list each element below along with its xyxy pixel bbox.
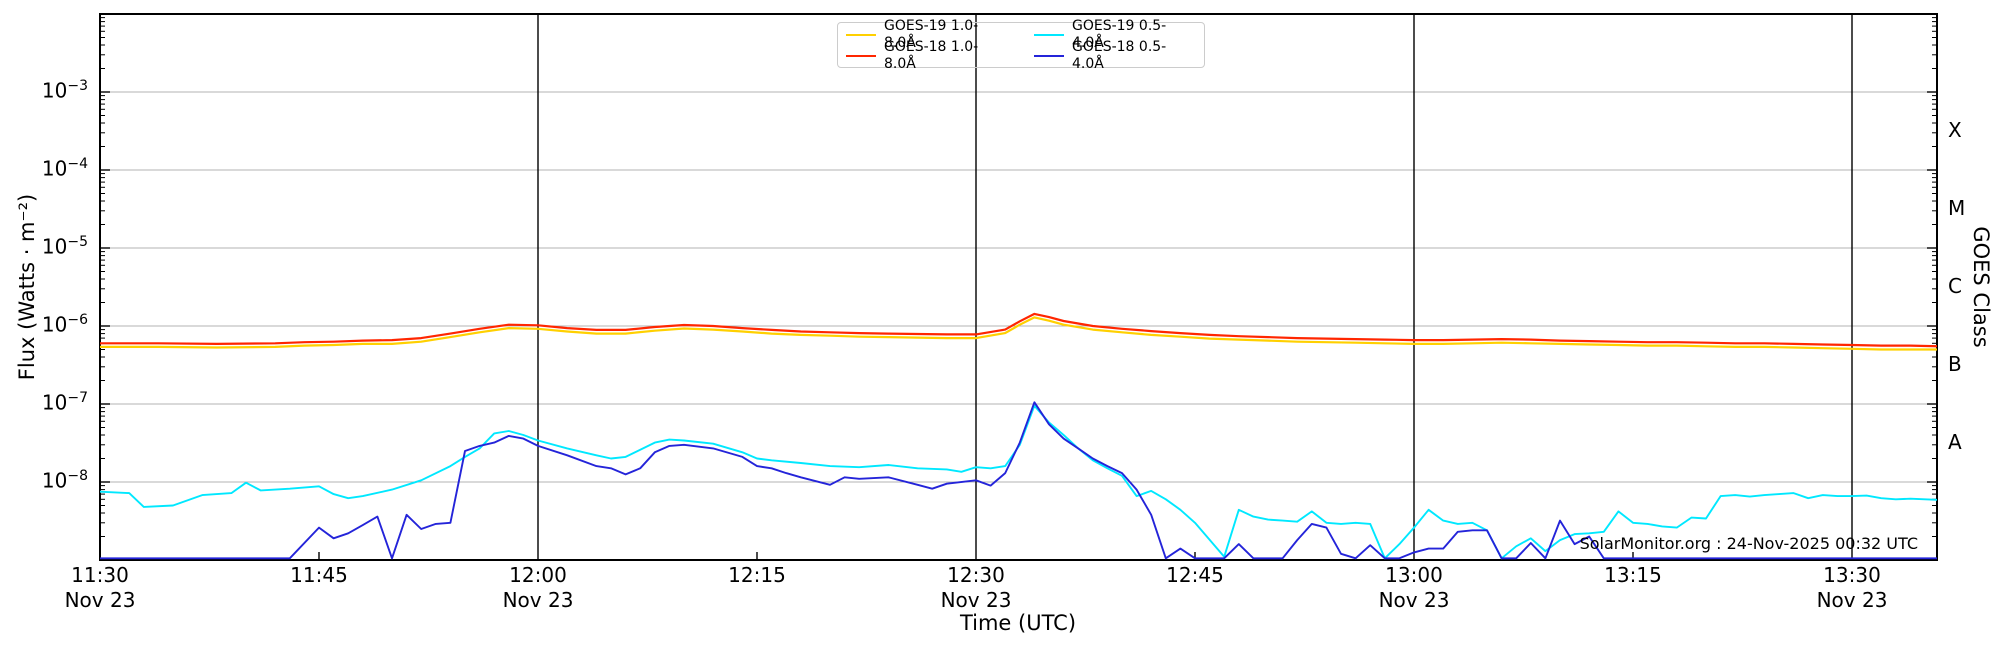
- x-axis-title: Time (UTC): [959, 611, 1077, 635]
- legend-entry: GOES-19 0.5-4.0Å: [1034, 18, 1196, 51]
- legend-entry: GOES-19 1.0-8.0Å: [846, 18, 1008, 51]
- legend-label: GOES-18 0.5-4.0Å: [1072, 38, 1167, 72]
- x-tick-date-label: Nov 23: [1378, 588, 1450, 612]
- goes-class-label-x: X: [1948, 118, 1962, 142]
- x-tick-date-label: Nov 23: [64, 588, 136, 612]
- x-tick-label: 12:00: [509, 563, 567, 587]
- flux-curve-goes-19-0-5-4-0-: [100, 404, 1937, 560]
- x-tick-label: 11:30: [71, 563, 129, 587]
- legend-line-sample: [846, 54, 876, 57]
- legend-label: GOES-19 1.0-8.0Å: [884, 17, 979, 51]
- x-tick-label: 12:30: [947, 563, 1005, 587]
- goes-class-label-m: M: [1948, 196, 1966, 220]
- flux-curve-goes-18-1-0-8-0-: [100, 312, 1937, 348]
- y-tick-label: 10−6: [41, 312, 88, 337]
- x-tick-date-label: Nov 23: [940, 588, 1012, 612]
- x-tick-label: 13:00: [1385, 563, 1443, 587]
- x-tick-label: 11:45: [290, 563, 348, 587]
- plot-frame: [99, 13, 1938, 561]
- y-tick-label: 10−4: [41, 156, 88, 181]
- flux-curves: [100, 312, 1937, 560]
- y-tick-label: 10−3: [41, 78, 88, 103]
- goes-class-label-b: B: [1948, 352, 1962, 376]
- legend-box: GOES-19 1.0-8.0Å GOES-19 0.5-4.0Å GOES-18 …: [837, 18, 1205, 72]
- legend-label: GOES-18 1.0-8.0Å: [884, 38, 979, 72]
- x-tick-label: 13:30: [1823, 563, 1881, 587]
- goes-class-label-a: A: [1948, 430, 1962, 454]
- legend-line-sample: [1034, 33, 1064, 36]
- x-tick-date-label: Nov 23: [502, 588, 574, 612]
- legend-line-sample: [1034, 54, 1064, 57]
- y-tick-label: 10−8: [41, 468, 88, 493]
- y-tick-label: 10−7: [41, 390, 88, 415]
- x-tick-label: 12:45: [1166, 563, 1224, 587]
- y-axis-title-left: Flux (Watts · m⁻²): [15, 193, 39, 381]
- x-tick-label: 12:15: [728, 563, 786, 587]
- flux-curve-goes-18-0-5-4-0-: [100, 401, 1937, 560]
- x-tick-date-label: Nov 23: [1816, 588, 1888, 612]
- legend-entry: GOES-18 0.5-4.0Å: [1034, 39, 1196, 72]
- flux-curve-goes-19-1-0-8-0-: [100, 316, 1937, 351]
- legend-entry: GOES-18 1.0-8.0Å: [846, 39, 1008, 72]
- x-tick-label: 13:15: [1604, 563, 1662, 587]
- watermark-text: SolarMonitor.org : 24-Nov-2025 00:32 UTC: [1579, 534, 1918, 553]
- y-axis-title-right: GOES Class: [1969, 226, 1993, 348]
- legend-label: GOES-19 0.5-4.0Å: [1072, 17, 1167, 51]
- legend-line-sample: [846, 33, 876, 36]
- y-tick-label: 10−5: [41, 234, 88, 259]
- goes-class-label-c: C: [1948, 274, 1962, 298]
